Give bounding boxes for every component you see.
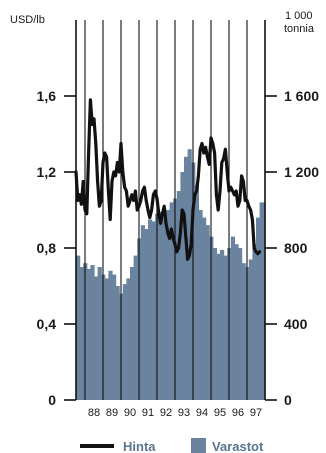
inventory-bar — [194, 185, 199, 400]
legend-bar-label: Varastot — [212, 439, 264, 453]
x-tick-label: 93 — [178, 407, 190, 419]
inventory-bar — [176, 191, 181, 400]
inventory-bar — [162, 217, 167, 400]
inventory-bar — [230, 236, 235, 400]
inventory-bar — [126, 278, 131, 400]
x-tick-label: 96 — [232, 407, 244, 419]
inventory-bar — [151, 221, 156, 400]
inventory-bar — [97, 267, 102, 400]
right-tick-label: 0 — [284, 392, 292, 408]
inventory-bar — [144, 229, 149, 400]
inventory-bar — [180, 172, 185, 400]
y-axis-ticks: 0 0,4 0,8 1,2 1,6 0 400 800 1 200 1 600 — [37, 88, 320, 408]
inventory-bar — [187, 149, 192, 400]
inventory-bar — [158, 211, 163, 400]
inventory-bar — [79, 267, 84, 400]
left-tick-label: 0 — [48, 392, 56, 408]
inventory-bar — [198, 210, 203, 400]
legend-line-label: Hinta — [123, 439, 156, 453]
right-tick-label: 1 600 — [284, 88, 319, 104]
left-tick-label: 0,8 — [37, 240, 57, 256]
inventory-bar — [130, 267, 135, 400]
inventory-bar — [90, 265, 95, 400]
inventory-bar — [248, 259, 253, 400]
inventory-bar — [112, 274, 117, 400]
inventory-bar — [234, 244, 239, 400]
inventory-bar — [212, 248, 217, 400]
inventory-bar — [115, 286, 120, 400]
inventory-bar — [202, 217, 207, 400]
x-tick-label: 88 — [88, 407, 100, 419]
right-axis-title-line1: 1 000 — [285, 10, 313, 22]
x-tick-label: 94 — [196, 407, 208, 419]
inventory-bar — [76, 255, 81, 400]
left-axis-title: USD/lb — [10, 14, 45, 26]
inventory-bar — [238, 248, 243, 400]
x-tick-label: 95 — [214, 407, 226, 419]
inventory-bar — [104, 278, 109, 400]
inventory-bar — [94, 276, 99, 400]
right-tick-label: 800 — [284, 240, 308, 256]
right-tick-label: 400 — [284, 316, 308, 332]
price-line — [74, 98, 262, 261]
legend-bar-swatch — [191, 438, 206, 453]
left-tick-label: 1,2 — [37, 164, 57, 180]
right-axis-title-line2: tonnia — [284, 23, 315, 35]
inventory-bar — [169, 202, 174, 400]
x-tick-label: 91 — [142, 407, 154, 419]
inventory-bar — [108, 270, 113, 400]
inventory-bar — [256, 217, 261, 400]
x-tick-label: 90 — [124, 407, 136, 419]
inventory-bar — [241, 263, 246, 400]
inventory-bar — [86, 268, 91, 400]
inventory-bar — [220, 249, 225, 400]
inventory-bars — [76, 149, 266, 400]
legend: Hinta Varastot — [80, 438, 264, 453]
inventory-bar — [259, 202, 266, 400]
inventory-bar — [148, 219, 153, 400]
inventory-bar — [252, 244, 257, 400]
x-tick-label: 97 — [250, 407, 262, 419]
left-tick-label: 0,4 — [37, 316, 57, 332]
inventory-bar — [223, 255, 228, 400]
inventory-bar — [184, 156, 189, 400]
inventory-bar — [140, 225, 145, 400]
x-axis-tick-labels: 88 89 90 91 92 93 94 95 96 97 — [88, 407, 262, 419]
left-tick-label: 1,6 — [37, 88, 57, 104]
x-tick-label: 92 — [160, 407, 172, 419]
inventory-bar — [133, 255, 138, 400]
inventory-bar — [166, 210, 171, 400]
inventory-bar — [122, 284, 127, 400]
x-tick-label: 89 — [106, 407, 118, 419]
right-tick-label: 1 200 — [284, 164, 319, 180]
inventory-bar — [216, 253, 221, 400]
inventory-bar — [205, 225, 210, 400]
